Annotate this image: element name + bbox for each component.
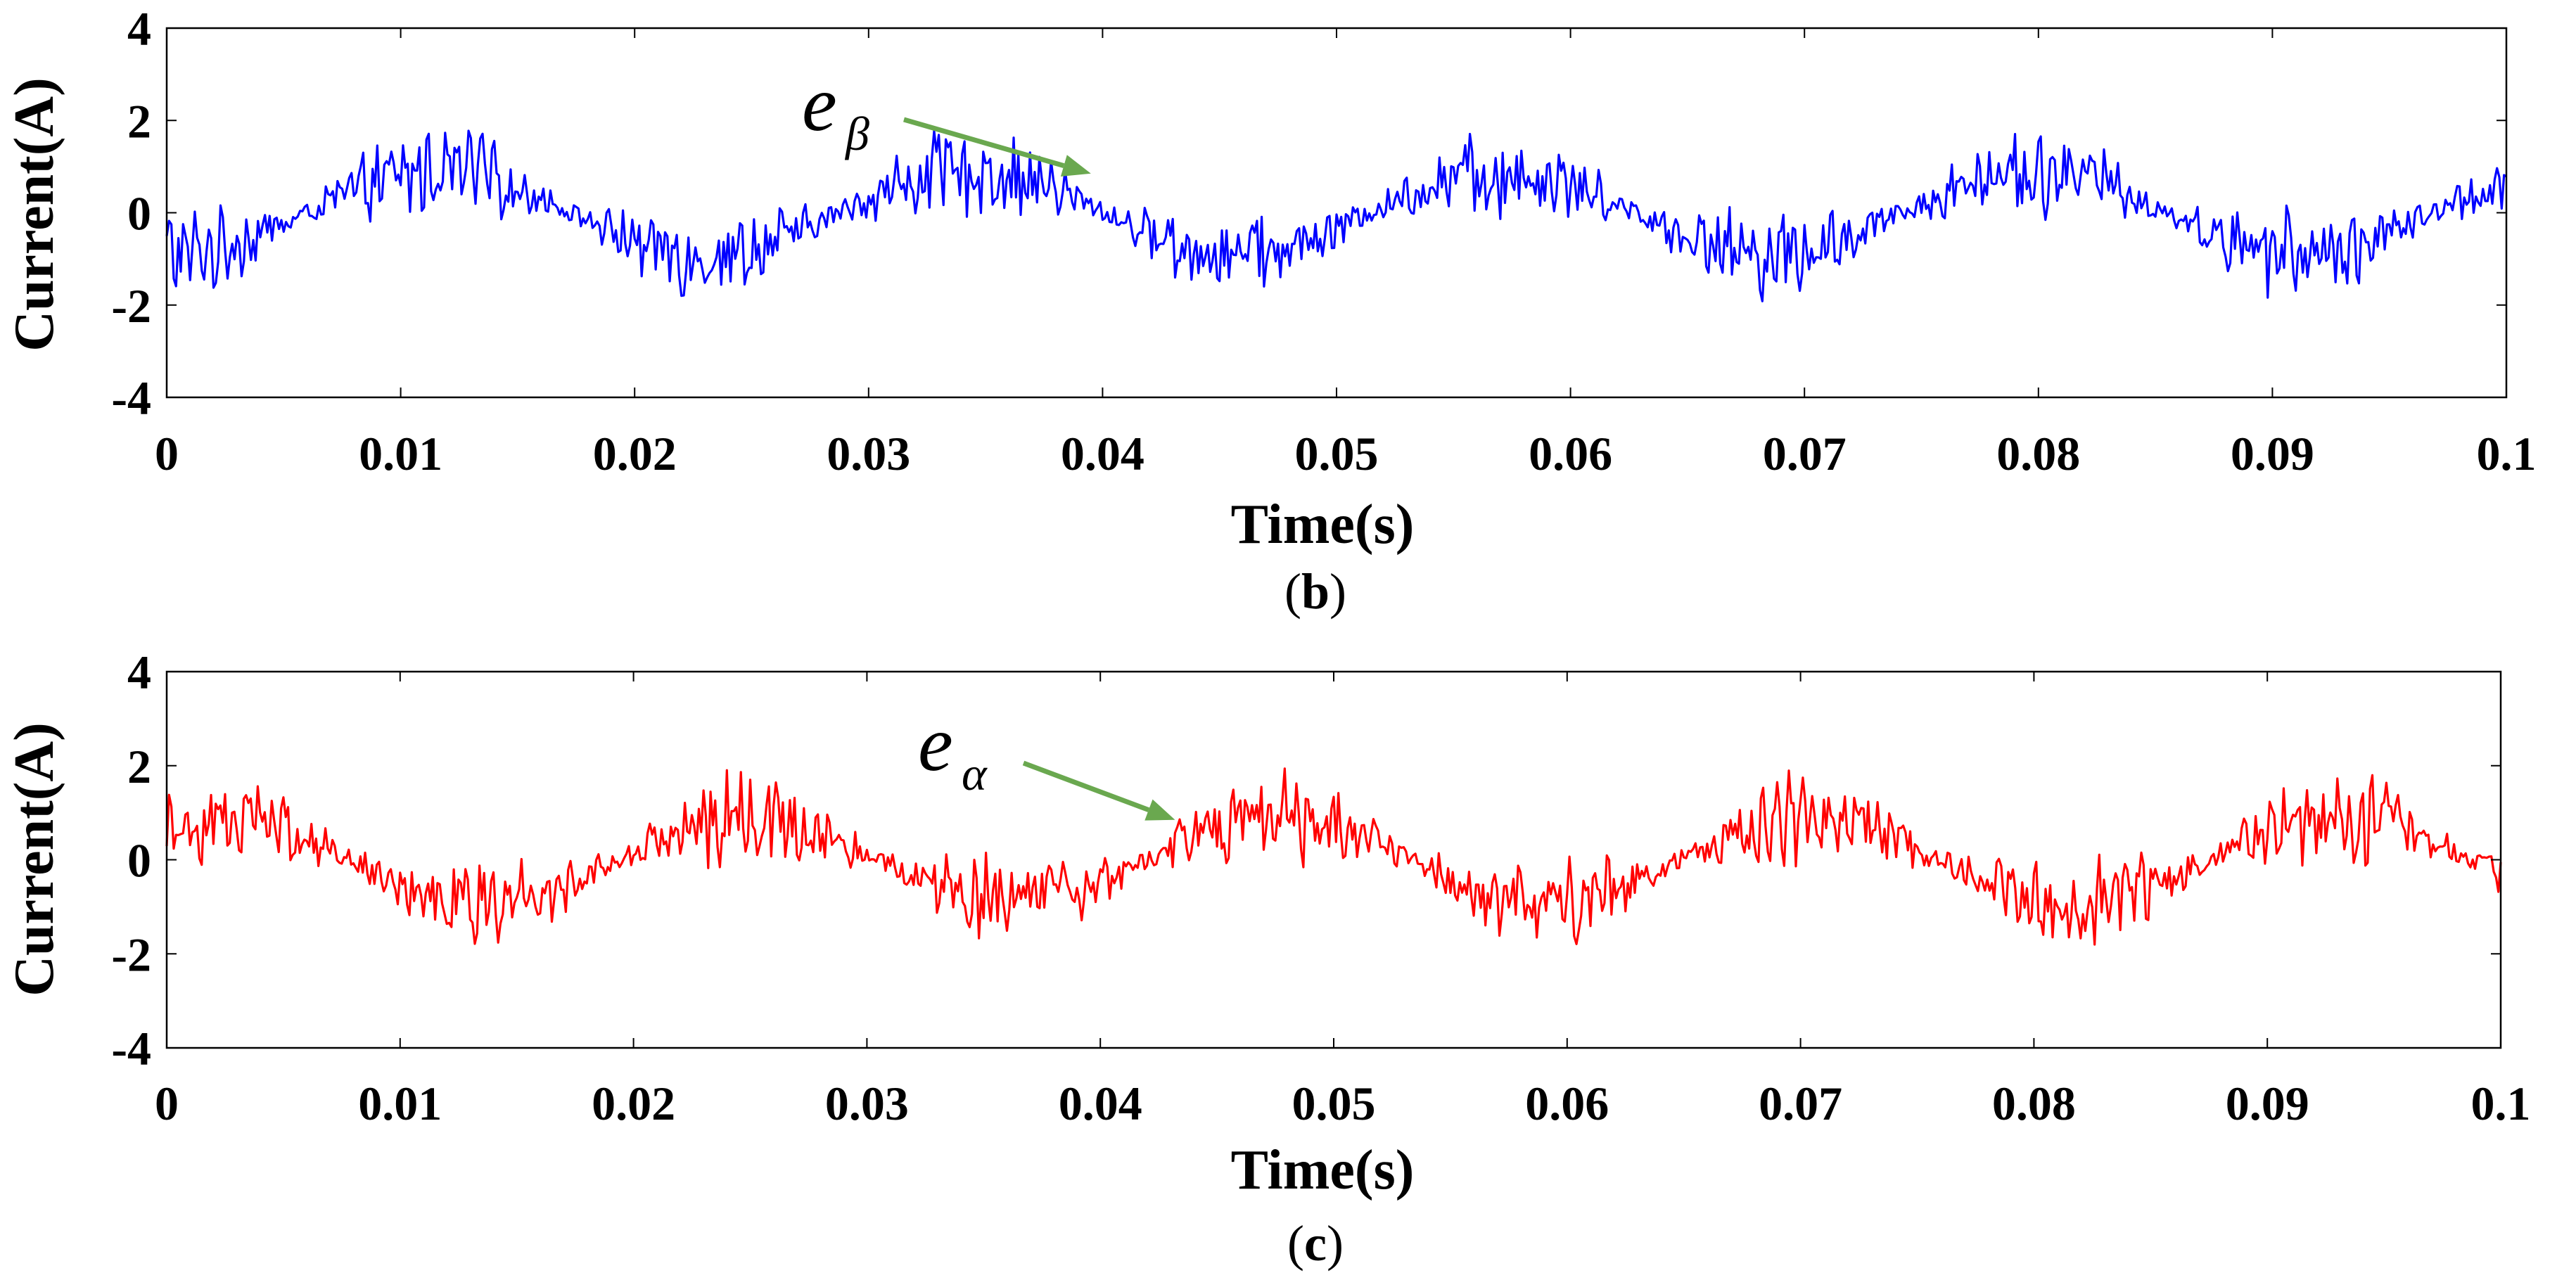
x-tick-label: 0.1: [2471, 1077, 2531, 1130]
y-tick-label: 2: [127, 740, 151, 793]
annotation-subscript: β: [844, 107, 869, 160]
y-axis-label: Current(A): [4, 722, 65, 997]
series-line-e_beta: [165, 129, 2507, 302]
y-axis-label: Current(A): [4, 77, 65, 352]
y-tick-label: -4: [111, 1022, 151, 1075]
annotation-arrow-head: [1144, 799, 1175, 821]
caption-open-paren: (: [1287, 1215, 1304, 1272]
y-tick-label: 4: [127, 2, 151, 56]
x-tick-label: 0.09: [2231, 427, 2314, 480]
x-tick-label: 0.03: [825, 1077, 909, 1130]
plot-frame: [165, 670, 2502, 1049]
x-tick-label: 0.05: [1295, 427, 1379, 480]
x-tick-label: 0.08: [1992, 1077, 2076, 1130]
annotation-arrow-shaft: [903, 117, 1065, 168]
x-tick-label: 0.01: [359, 427, 442, 480]
panel-b: 0 0.01 0.02 0.03 0.04 0.05 0.06 0.07 0.08 0.09 0.1…: [4, 2, 2537, 620]
x-axis-label: Time(s): [1231, 494, 1415, 556]
x-tick-label: 0.07: [1759, 1077, 1842, 1130]
x-tick-label: 0.01: [358, 1077, 442, 1130]
annotation-arrow-shaft: [1022, 760, 1150, 812]
x-tick-label: 0.02: [593, 427, 677, 480]
caption-close-paren: ): [1330, 563, 1346, 620]
caption-letter: b: [1301, 563, 1330, 620]
series-line-e_alpha: [165, 767, 2502, 946]
y-tick-label: 4: [127, 646, 151, 699]
y-tick-label: -2: [111, 279, 151, 333]
annotation-symbol: e: [918, 700, 953, 788]
panel-c: 0 0.01 0.02 0.03 0.04 0.05 0.06 0.07 0.08 0.09 0.1…: [4, 646, 2531, 1272]
y-tick-label: 0: [127, 187, 151, 241]
annotation-arrow-head: [1060, 155, 1091, 177]
x-tick-label: 0.06: [1525, 1077, 1609, 1130]
y-tick-label: -4: [111, 371, 151, 425]
x-tick-label: 0: [155, 427, 179, 480]
x-tick-label: 0: [155, 1077, 179, 1130]
x-tick-label: 0.03: [827, 427, 910, 480]
y-tick-label: 2: [127, 94, 151, 148]
x-tick-label: 0.09: [2226, 1077, 2309, 1130]
panel-caption: (c): [1287, 1215, 1344, 1272]
y-tick-label: -2: [111, 928, 151, 981]
annotation-subscript: α: [962, 747, 988, 800]
x-tick-label: 0.04: [1059, 1077, 1142, 1130]
caption-letter: c: [1304, 1215, 1327, 1272]
annotation-symbol: e: [802, 60, 837, 148]
x-axis-label: Time(s): [1231, 1139, 1415, 1201]
x-tick-label: 0.1: [2477, 427, 2537, 480]
x-tick-label: 0.04: [1061, 427, 1144, 480]
x-tick-label: 0.07: [1763, 427, 1847, 480]
x-tick-label: 0.02: [592, 1077, 675, 1130]
panel-caption: (b): [1284, 563, 1346, 620]
y-tick-label: 0: [127, 834, 151, 888]
caption-close-paren: ): [1327, 1215, 1344, 1272]
x-tick-label: 0.06: [1529, 427, 1612, 480]
x-tick-label: 0.05: [1292, 1077, 1376, 1130]
x-tick-label: 0.08: [1996, 427, 2080, 480]
caption-open-paren: (: [1284, 563, 1301, 620]
